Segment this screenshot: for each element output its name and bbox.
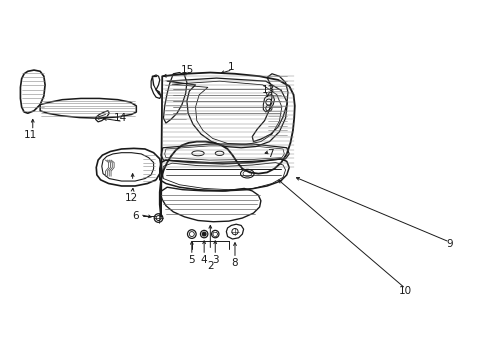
Text: 7: 7: [267, 149, 273, 159]
Text: 1: 1: [227, 62, 234, 72]
Text: 11: 11: [23, 130, 37, 140]
Text: 2: 2: [206, 261, 213, 271]
Text: 15: 15: [181, 65, 194, 75]
Text: 3: 3: [211, 255, 218, 265]
Text: 5: 5: [188, 255, 195, 265]
Text: 14: 14: [113, 113, 127, 122]
Text: 12: 12: [124, 193, 138, 203]
Text: 13: 13: [261, 85, 274, 95]
Text: 9: 9: [446, 239, 452, 249]
Text: 6: 6: [132, 211, 138, 221]
Text: 8: 8: [231, 258, 238, 268]
Text: 4: 4: [201, 255, 207, 265]
Circle shape: [202, 232, 205, 236]
Text: 10: 10: [398, 286, 411, 296]
